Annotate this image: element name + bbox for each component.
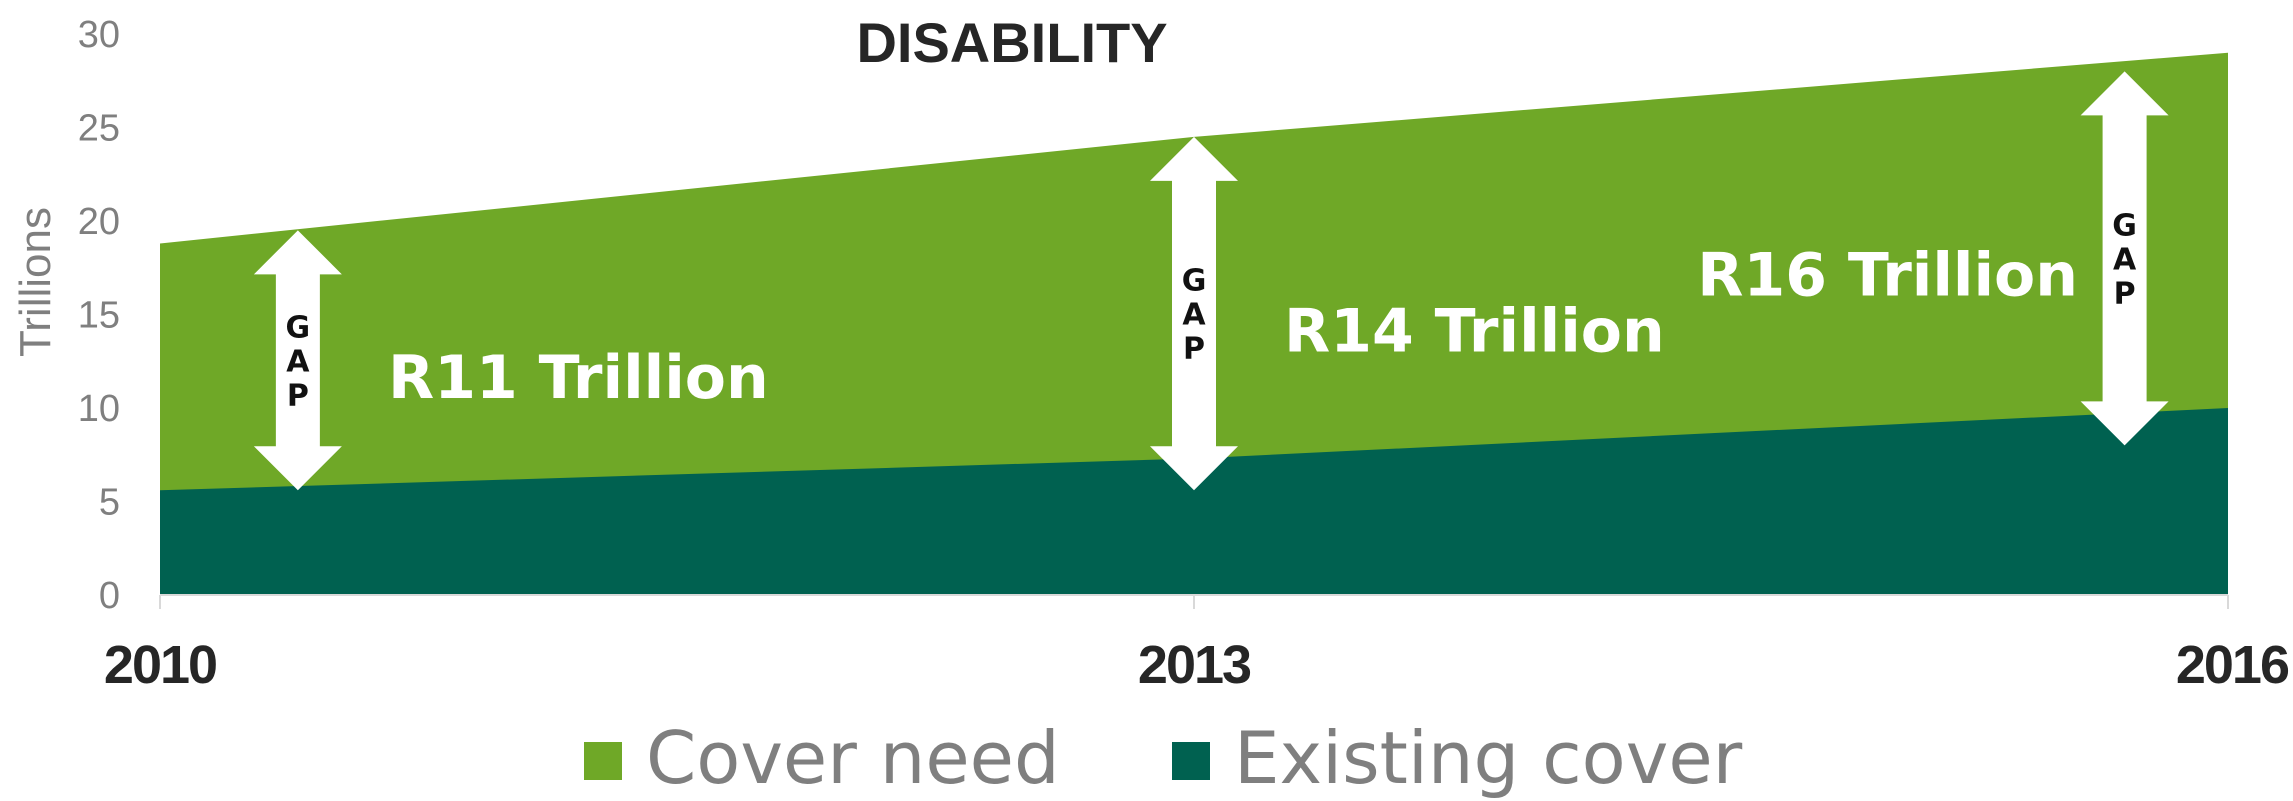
y-tick-label: 0 [99,575,120,617]
gap-letter: G [2112,208,2137,243]
gap-letter: P [1183,332,1205,367]
gap-letter: A [286,344,310,379]
x-tick-label: 2016 [2176,635,2289,695]
gap-letter: A [1182,298,1206,333]
chart-title: DISABILITY [856,11,1167,74]
x-tick-label: 2013 [1138,635,1251,695]
y-tick-label: 10 [78,388,120,430]
gap-letter: P [287,378,309,413]
y-axis-ticks: 0 5 10 15 20 25 30 [78,14,120,617]
gap-letter: P [2114,276,2136,311]
gap-letter: A [2113,242,2137,277]
gap-letter: G [286,310,311,345]
x-axis: 2010 2013 2016 [104,594,2291,695]
gap-arrow [253,230,342,491]
gap-value-label: R16 Trillion [1697,240,2078,310]
x-tick-label: 2010 [104,635,216,695]
y-tick-label: 30 [78,14,120,56]
legend-swatch-cover-need [584,742,622,780]
legend-label: Existing cover [1234,716,1743,800]
legend-label: Cover need [646,716,1060,800]
gap-annotations: R11 Trillion R14 Trillion R16 Trillion [388,240,2078,413]
gap-letter: G [1182,264,1207,299]
gap-arrow [1150,136,1238,491]
gap-arrow [2080,71,2169,446]
area-existing-cover [160,408,2228,595]
y-tick-label: 20 [78,201,120,243]
y-tick-label: 15 [78,295,120,337]
gap-value-label: R14 Trillion [1284,296,1665,366]
gap-value-label: R11 Trillion [388,343,769,413]
y-tick-label: 5 [99,482,120,524]
y-axis-label: Trillions [11,207,60,357]
legend: Cover need Existing cover [584,716,1743,800]
y-tick-label: 25 [78,108,120,150]
legend-swatch-existing-cover [1172,742,1210,780]
